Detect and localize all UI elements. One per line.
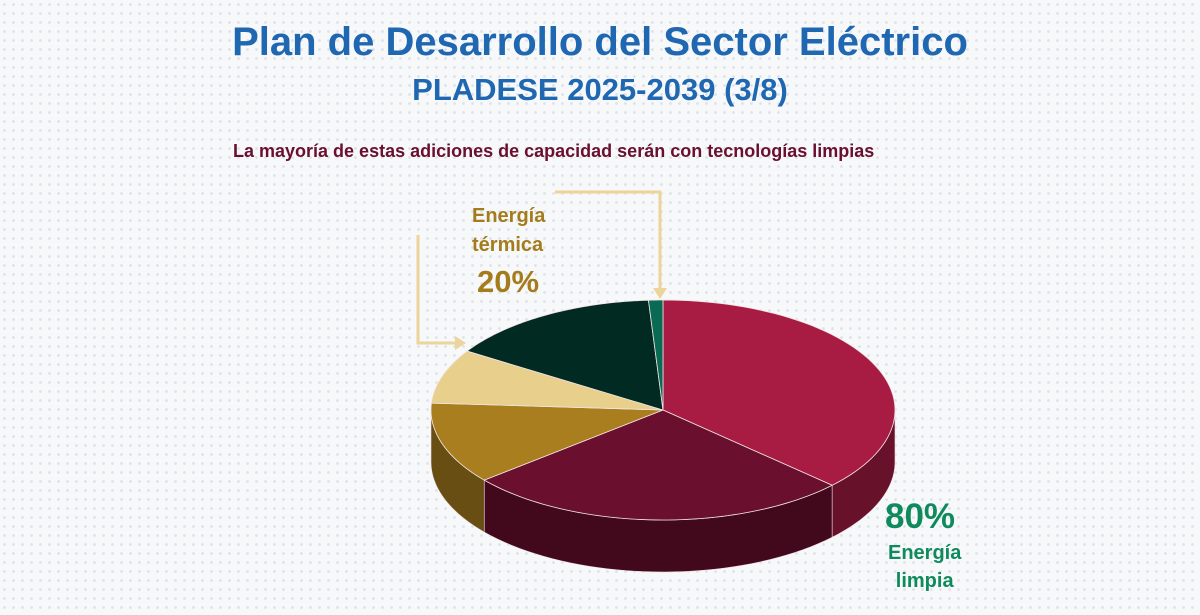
page-subtitle: PLADESE 2025-2039 (3/8) xyxy=(412,72,788,107)
chart-caption: La mayoría de estas adiciones de capacid… xyxy=(233,141,875,161)
page-title: Plan de Desarrollo del Sector Eléctrico xyxy=(232,20,968,64)
thermal-percent: 20% xyxy=(477,264,540,299)
clean-label-line2: limpia xyxy=(895,570,954,592)
pie-slice-4 xyxy=(466,299,664,411)
pie-slice-2 xyxy=(430,402,664,481)
arrowhead-icon xyxy=(653,288,667,299)
pie-slice-1 xyxy=(483,409,834,521)
pie-slice-0 xyxy=(662,299,896,486)
pie-slice-3 xyxy=(430,350,664,411)
clean-percent: 80% xyxy=(885,497,956,536)
thermal-arrow-left xyxy=(416,235,458,345)
clean-label: Energía limpia xyxy=(888,539,961,595)
pie-slice-5 xyxy=(647,299,664,411)
thermal-arrow-right xyxy=(555,190,662,292)
thermal-label-line2: térmica xyxy=(472,234,544,256)
thermal-label: Energía térmica xyxy=(472,202,545,260)
clean-label-line1: Energía xyxy=(888,542,962,564)
thermal-label-line1: Energía xyxy=(472,205,546,227)
arrowhead-icon xyxy=(455,336,466,350)
